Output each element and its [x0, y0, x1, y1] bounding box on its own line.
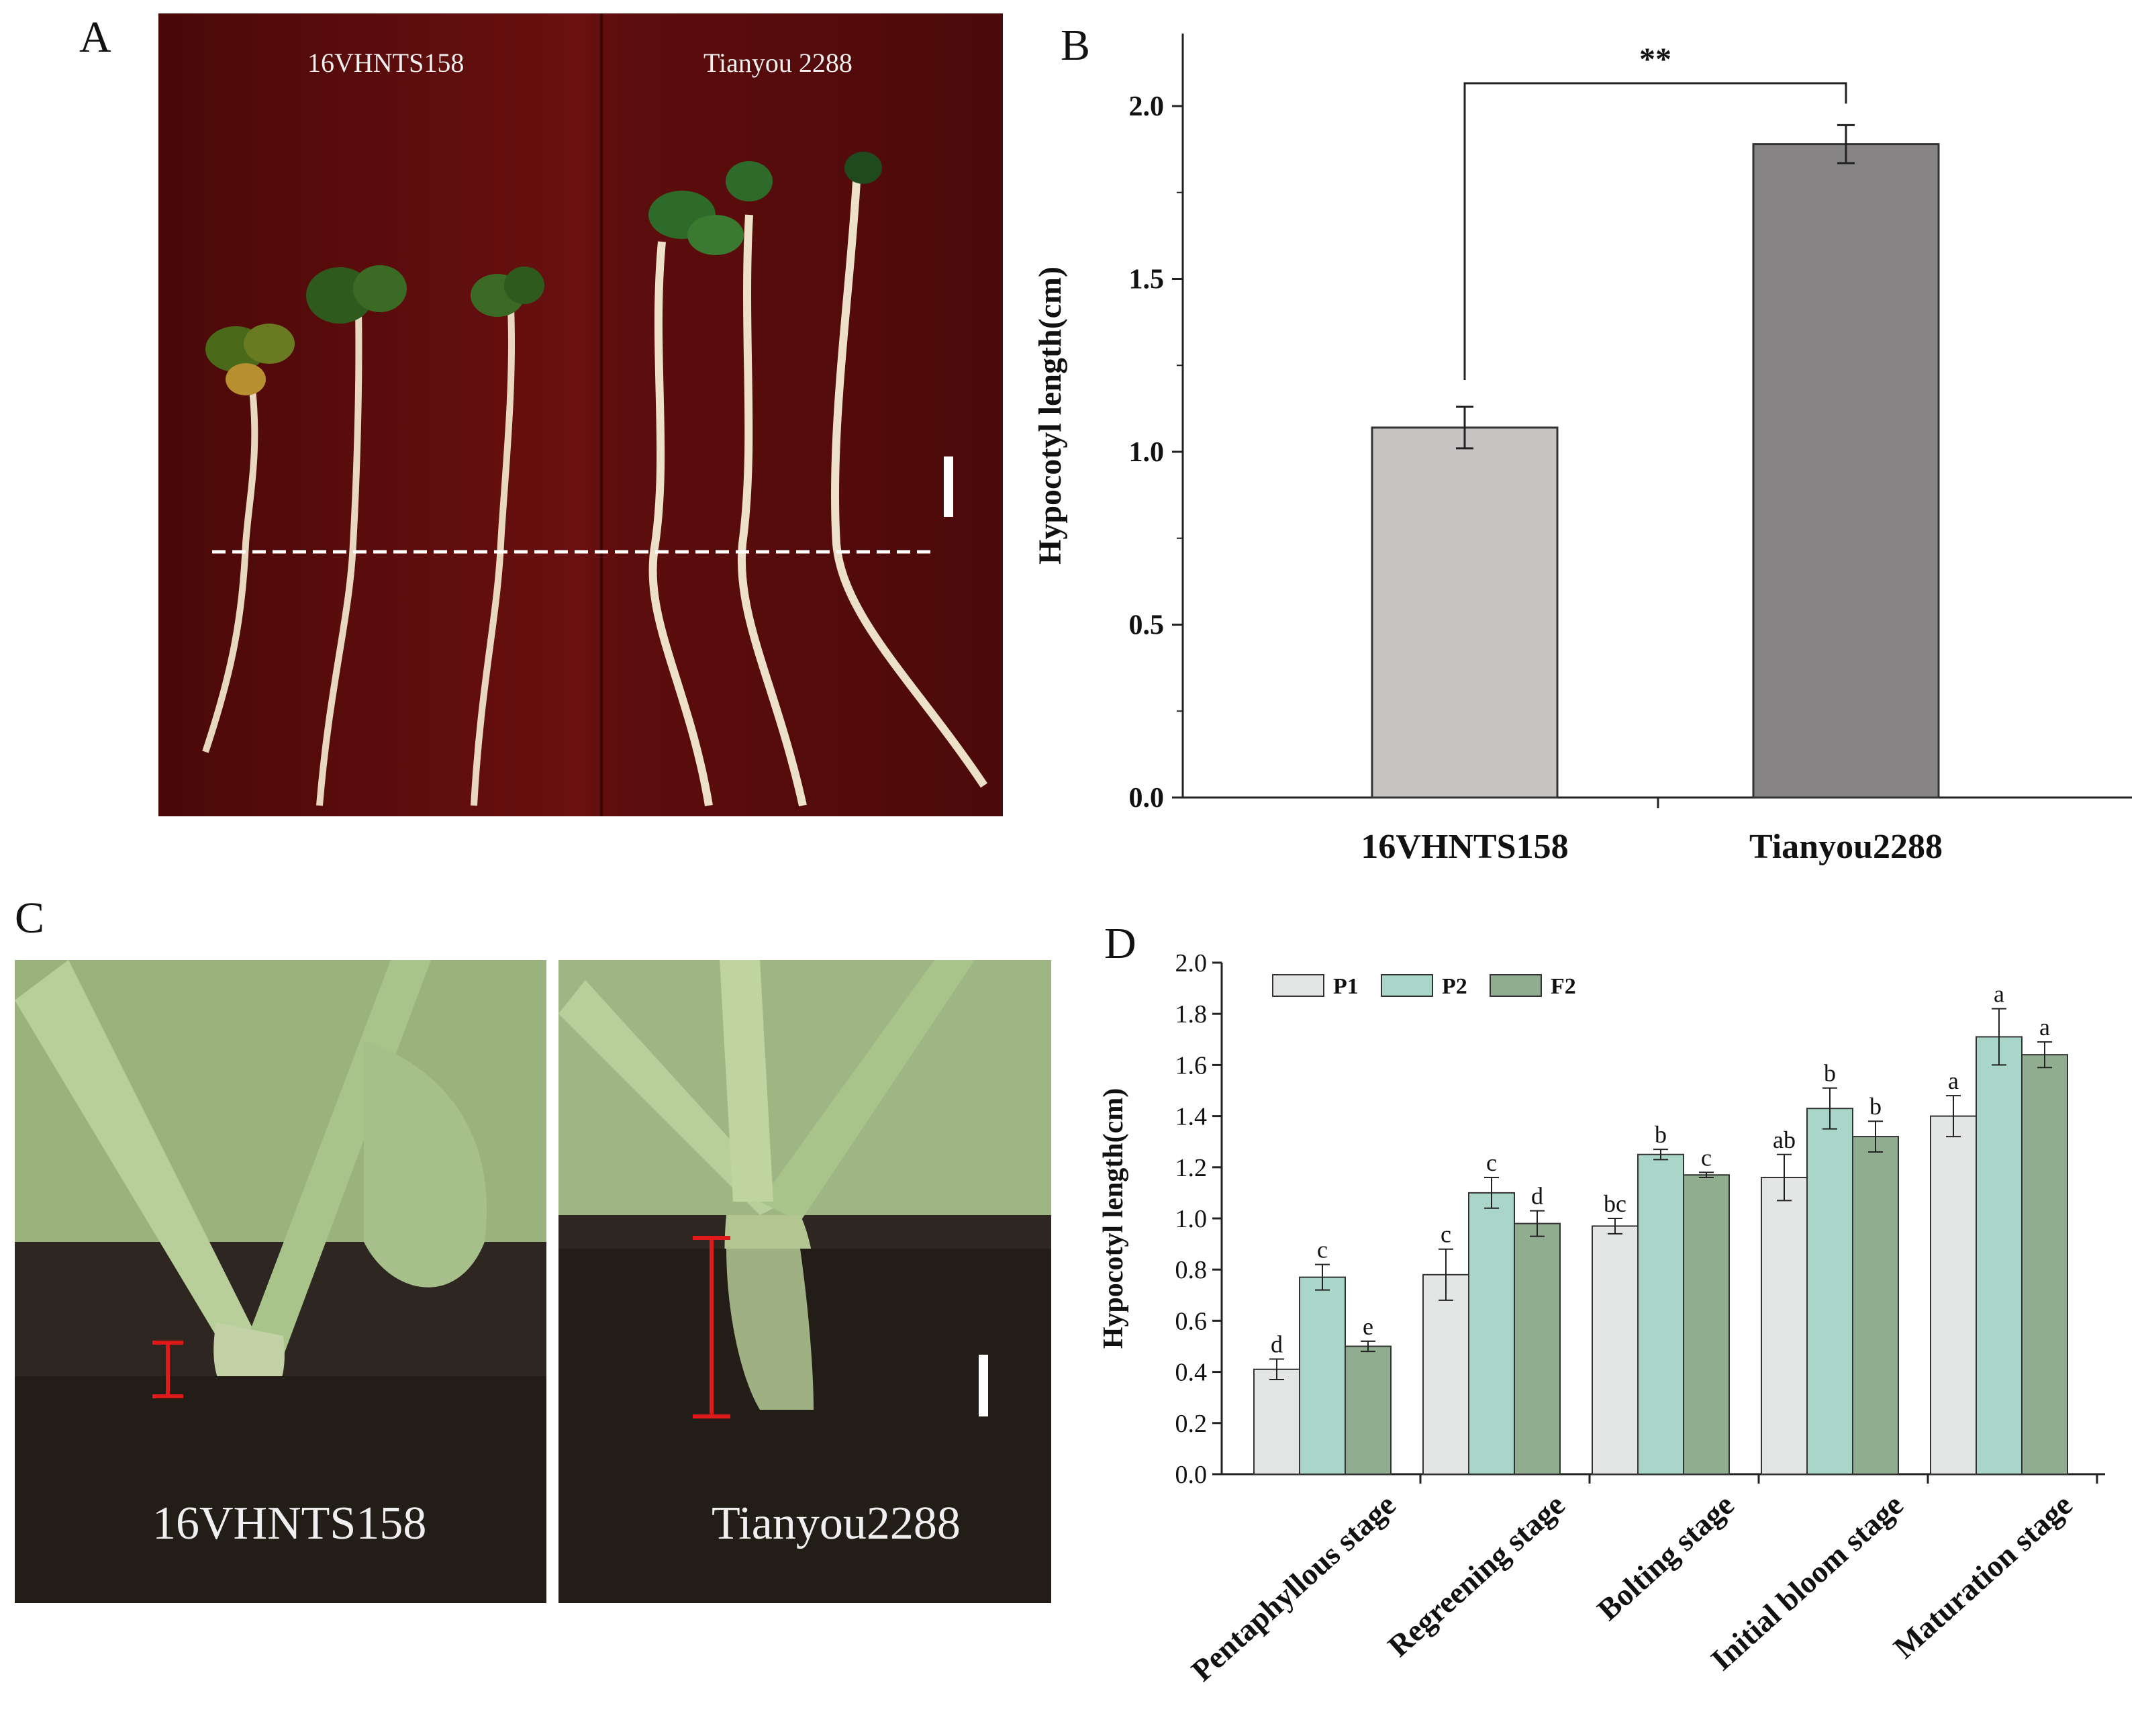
- seedlings-photo: 16VHNTS158 Tianyou 2288: [158, 13, 1003, 816]
- significance-letter: ab: [1773, 1126, 1796, 1153]
- bar-P2: [1468, 1192, 1515, 1476]
- photo-a-label-2: Tianyou 2288: [703, 48, 853, 78]
- y-tick-label: 0.0: [1175, 1461, 1208, 1489]
- bar-F2: [1514, 1222, 1561, 1475]
- significance-letter: c: [1317, 1237, 1328, 1263]
- panel-letter-a: A: [79, 13, 111, 62]
- significance-letter: bc: [1604, 1190, 1626, 1217]
- bar-P1: [1253, 1368, 1300, 1476]
- x-tick-label: Maturation stage: [1887, 1488, 2079, 1665]
- significance-letter: a: [1948, 1067, 1959, 1094]
- y-tick-label: 0.4: [1175, 1359, 1208, 1387]
- plant-photo-right: Tianyou2288: [558, 960, 1051, 1603]
- x-tick-label: 16VHNTS158: [1361, 828, 1568, 866]
- bar-F2: [1852, 1136, 1899, 1475]
- seedlings-illustration: [158, 13, 1003, 816]
- plant-right-illustration: [558, 960, 1051, 1603]
- y-axis-label: Hypocotyl length(cm): [1098, 1088, 1129, 1349]
- y-tick-label: 0.5: [1129, 610, 1165, 641]
- y-tick-label: 1.5: [1129, 264, 1165, 295]
- significance-letter: a: [1994, 981, 2004, 1008]
- y-tick-label: 1.8: [1175, 1000, 1208, 1028]
- y-tick-label: 1.4: [1175, 1103, 1208, 1131]
- seedling-6: [831, 152, 987, 788]
- bar-P1: [1930, 1115, 1977, 1475]
- y-tick-label: 0.2: [1175, 1410, 1208, 1438]
- significance-label: **: [1639, 42, 1671, 77]
- bar-P1: [1592, 1225, 1639, 1476]
- legend-swatch-P1: [1272, 974, 1324, 997]
- significance-letter: c: [1701, 1144, 1712, 1171]
- y-tick-label: 1.0: [1175, 1205, 1208, 1233]
- legend-label-P2: P2: [1442, 974, 1467, 999]
- y-tick-label: 2.0: [1175, 949, 1208, 977]
- significance-letter: c: [1486, 1149, 1497, 1176]
- photo-c-label-1: 16VHNTS158: [152, 1498, 427, 1549]
- plant-photo-left: 16VHNTS158: [15, 960, 546, 1603]
- bar-P2: [1976, 1036, 2023, 1475]
- bar-F2: [2021, 1054, 2068, 1476]
- significance-letter: d: [1531, 1183, 1543, 1210]
- bar-P1: [1761, 1177, 1808, 1476]
- seedling-5: [726, 161, 807, 807]
- y-axis-label: Hypocotyl length(cm): [1032, 267, 1068, 565]
- y-tick-label: 0.8: [1175, 1256, 1208, 1284]
- plant-left-illustration: [15, 960, 546, 1603]
- bar-F2: [1345, 1345, 1392, 1475]
- significance-letter: a: [2039, 1014, 2050, 1041]
- measure-bar-left: [152, 1341, 183, 1398]
- y-tick-label: 1.6: [1175, 1051, 1208, 1079]
- y-tick-label: 0.0: [1129, 783, 1165, 814]
- y-tick-label: 1.0: [1129, 437, 1165, 468]
- significance-bracket: [1463, 82, 1847, 381]
- x-tick-label: Tianyou2288: [1749, 828, 1943, 866]
- y-tick-label: 1.2: [1175, 1154, 1208, 1182]
- chart-b: 0.0 0.5 1.0 1.5 2.0 Hypocotyl length(cm) 16VHN…: [1032, 34, 2132, 866]
- bar-P1: [1422, 1273, 1469, 1475]
- x-tick-label: Bolting stage: [1591, 1488, 1741, 1627]
- seedling-4: [648, 191, 744, 806]
- scale-bar: [944, 456, 953, 517]
- seedling-3: [471, 267, 544, 806]
- scale-bar-c: [979, 1355, 988, 1416]
- x-tick-label: Regreening stage: [1381, 1488, 1571, 1663]
- significance-letter: b: [1655, 1121, 1667, 1148]
- legend-label-P1: P1: [1333, 974, 1359, 999]
- y-tick-label: 0.6: [1175, 1307, 1208, 1335]
- significance-letter: c: [1441, 1221, 1451, 1248]
- bar-F2: [1683, 1174, 1730, 1475]
- significance-letter: b: [1824, 1060, 1836, 1087]
- x-tick-label: Pentaphyllous stage: [1185, 1488, 1402, 1688]
- y-tick-label: 2.0: [1129, 91, 1165, 122]
- bar-16VHNTS158: [1371, 426, 1559, 799]
- legend-swatch-F2: [1490, 974, 1542, 997]
- seedling-1: [202, 324, 295, 753]
- significance-letter: b: [1869, 1093, 1882, 1120]
- significance-letter: d: [1271, 1331, 1283, 1358]
- bar-Tianyou2288: [1752, 143, 1940, 799]
- seedling-2: [306, 265, 407, 806]
- bar-P2: [1806, 1108, 1853, 1476]
- photo-a-label-1: 16VHNTS158: [307, 48, 465, 78]
- panel-letter-c: C: [15, 894, 45, 943]
- significance-letter: e: [1363, 1313, 1373, 1340]
- measure-bar-right: [693, 1236, 730, 1418]
- panel-letter-d: D: [1104, 919, 1136, 968]
- bar-P2: [1637, 1153, 1684, 1475]
- panel-letter-b: B: [1061, 21, 1091, 70]
- legend-label-F2: F2: [1551, 974, 1576, 999]
- legend-swatch-P2: [1381, 974, 1433, 997]
- photo-c-label-2: Tianyou2288: [712, 1498, 961, 1549]
- bar-P2: [1299, 1276, 1346, 1475]
